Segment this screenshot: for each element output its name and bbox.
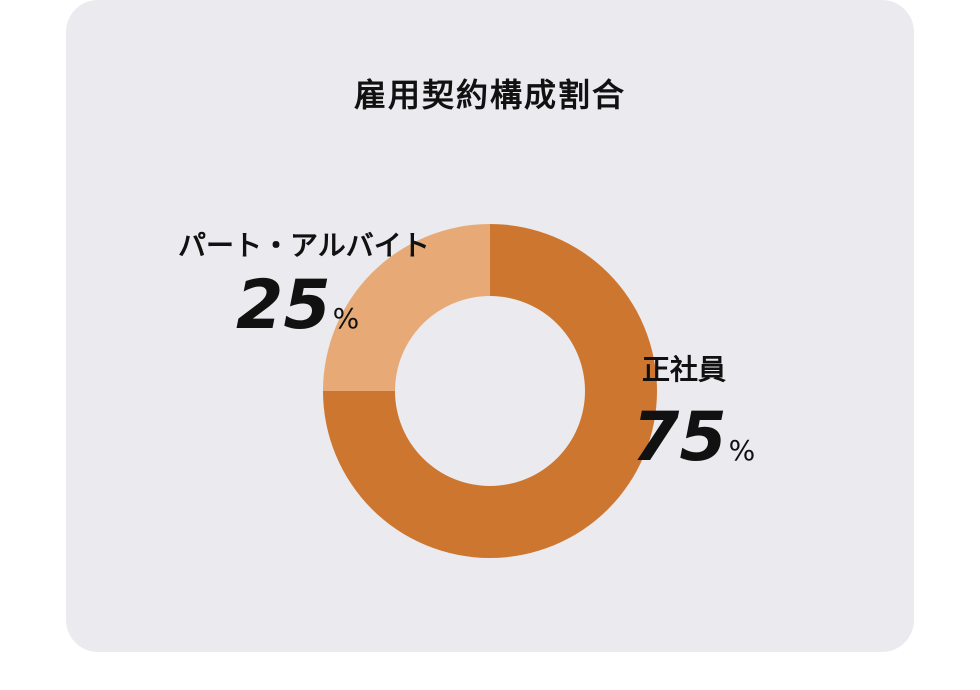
slice-value-part-time: 25 <box>236 266 331 345</box>
chart-title: 雇用契約構成割合 <box>353 76 626 114</box>
slice-unit-full-time: % <box>728 434 756 467</box>
slice-label-full-time: 正社員 75% <box>632 348 756 472</box>
slice-full-time <box>323 224 657 558</box>
slice-part-time <box>323 224 490 391</box>
slice-unit-part-time: % <box>332 302 360 335</box>
slice-label-part-time: パート・アルバイト 25% <box>178 224 430 340</box>
slice-value-full-time: 75 <box>632 398 727 477</box>
slice-name-full-time: 正社員 <box>642 353 727 386</box>
slice-name-part-time: パート・アルバイト <box>178 229 430 262</box>
